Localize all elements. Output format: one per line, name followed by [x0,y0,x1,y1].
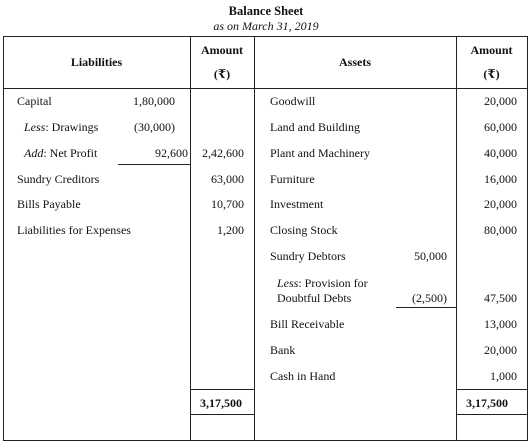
furniture-amount: 16,000 [484,172,517,186]
net-profit-value: 92,600 [155,146,188,160]
header-amount-left: Amount [200,43,243,57]
bills-payable-label: Bills Payable [17,197,81,211]
land-amount: 60,000 [484,120,517,134]
investment-amount: 20,000 [484,197,517,211]
capital-label: Capital [17,94,52,108]
net-profit-label: Add: Net Profit [24,146,98,160]
bill-receivable-label: Bill Receivable [270,317,345,331]
goodwill-label: Goodwill [270,94,316,108]
drawings-value: (30,000) [134,120,175,134]
header-amount-right: Amount [470,43,513,57]
debtors-net-amount: 47,500 [484,291,517,305]
bank-amount: 20,000 [484,343,517,357]
provision-label-2: Doubtful Debts [277,291,352,305]
closing-stock-label: Closing Stock [270,223,338,237]
bills-payable-amount: 10,700 [211,197,244,211]
land-label: Land and Building [270,120,360,134]
header-rupee-left: (₹) [213,67,231,81]
plant-label: Plant and Machinery [270,146,370,160]
total-assets: 3,17,500 [466,396,508,410]
sundry-creditors-label: Sundry Creditors [17,172,100,186]
header-liabilities: Liabilities [70,55,123,69]
total-liabilities: 3,17,500 [200,396,242,410]
bill-receivable-amount: 13,000 [484,317,517,331]
sundry-creditors-amount: 63,000 [211,172,244,186]
liabilities-expenses-label: Liabilities for Expenses [17,223,131,237]
header-rupee-right: (₹) [483,67,500,81]
sundry-debtors-value: 50,000 [414,249,447,263]
sundry-debtors-label: Sundry Debtors [270,249,346,263]
goodwill-amount: 20,000 [484,94,517,108]
furniture-label: Furniture [270,172,315,186]
investment-label: Investment [270,197,324,211]
sheet-subtitle: as on March 31, 2019 [213,19,319,33]
header-assets: Assets [339,55,371,69]
cash-amount: 1,000 [490,369,517,383]
liabilities-expenses-amount: 1,200 [217,223,244,237]
cash-label: Cash in Hand [270,369,336,383]
sheet-title: Balance Sheet [228,4,304,18]
provision-value: (2,500) [412,291,447,305]
provision-label: Less: Provision for [277,276,368,290]
bank-label: Bank [270,343,296,357]
capital-value: 1,80,000 [133,94,175,108]
capital-total: 2,42,600 [202,146,244,160]
plant-amount: 40,000 [484,146,517,160]
drawings-label: Less: Drawings [24,120,99,134]
closing-stock-amount: 80,000 [484,223,517,237]
